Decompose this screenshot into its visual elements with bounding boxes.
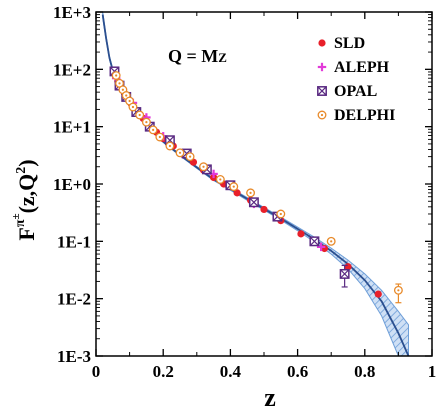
y-title-args: (z,Q xyxy=(14,174,39,214)
y-tick-label: 1E+0 xyxy=(53,175,91,194)
dot xyxy=(188,155,192,158)
data-points-layer xyxy=(109,66,403,304)
x-tick-label: 0.6 xyxy=(287,362,308,381)
legend-marker xyxy=(318,39,326,47)
data-point xyxy=(165,141,175,151)
data-point xyxy=(246,188,256,198)
legend-marker xyxy=(317,86,327,96)
data-point xyxy=(233,189,241,197)
y-axis-title: Fπ±(z,Q2) xyxy=(10,159,39,240)
dot xyxy=(158,135,161,139)
data-point xyxy=(316,242,326,252)
data-point xyxy=(374,290,382,298)
y-title-args-end: ) xyxy=(14,159,39,166)
x-axis-title: z xyxy=(264,383,276,412)
tick-labels-layer: 0 0.2 0.4 0.6 0.8 1 1E+3 1E+2 1E+1 1E+0 1E-1 1E-2 1E… xyxy=(53,3,436,381)
x-tick-label: 1 xyxy=(428,362,437,381)
x2 xyxy=(249,197,259,207)
legend-label: DELPHI xyxy=(334,107,395,124)
dot xyxy=(219,178,222,181)
legend-item-opal: OPAL xyxy=(317,83,377,100)
dot xyxy=(397,289,400,292)
dot xyxy=(121,88,124,91)
y-tick-label: 1E-3 xyxy=(57,347,91,366)
data-point xyxy=(175,148,185,158)
dot xyxy=(128,99,131,103)
x-tick-label: 0 xyxy=(92,362,101,381)
y-title-supsup: ± xyxy=(10,213,22,219)
data-point xyxy=(297,230,305,238)
y-tick-label: 1E-1 xyxy=(57,232,91,251)
dot xyxy=(131,105,135,109)
dot xyxy=(115,74,118,77)
y-title-sup: π xyxy=(13,219,28,227)
x-tick-label: 0.2 xyxy=(153,362,174,381)
series-opal xyxy=(109,66,350,288)
series-delphi xyxy=(111,71,403,304)
dot xyxy=(232,185,235,188)
data-point xyxy=(215,175,225,184)
x2 xyxy=(182,148,192,159)
data-point xyxy=(185,152,195,162)
data-point xyxy=(393,285,403,295)
legend-label: ALEPH xyxy=(334,59,390,76)
data-point xyxy=(128,102,138,112)
x-tick-label: 0.8 xyxy=(354,362,375,381)
y-tick-label: 1E+2 xyxy=(53,60,91,79)
x2 xyxy=(145,122,155,132)
data-point xyxy=(148,125,158,135)
legend-item-delphi: DELPHI xyxy=(317,107,395,124)
data-point xyxy=(326,236,336,246)
data-point xyxy=(248,197,259,208)
dot xyxy=(125,94,128,97)
dot xyxy=(202,165,205,168)
y-tick-label: 1E+3 xyxy=(53,3,91,22)
x2 xyxy=(317,86,327,96)
dot xyxy=(145,121,148,124)
data-point xyxy=(276,209,286,219)
legend: SLD ALEPH OPAL DELPHI xyxy=(317,35,395,124)
data-point xyxy=(339,268,350,279)
x2 xyxy=(309,236,320,246)
dot xyxy=(279,212,282,216)
data-point xyxy=(141,117,151,127)
dot xyxy=(168,144,172,148)
legend-label: OPAL xyxy=(334,83,377,100)
legend-label: SLD xyxy=(334,35,365,52)
y-tick-label: 1E-2 xyxy=(57,290,91,309)
dot xyxy=(118,82,121,85)
y-title-base: F xyxy=(14,227,39,240)
legend-marker xyxy=(317,62,327,72)
legend-marker xyxy=(317,110,327,120)
data-point xyxy=(135,110,145,120)
y-title-args-sup: 2 xyxy=(14,167,29,174)
x2 xyxy=(340,269,350,279)
dot xyxy=(330,240,333,243)
y-tick-label: 1E+1 xyxy=(53,118,91,137)
data-point xyxy=(199,162,208,172)
dot xyxy=(249,191,252,194)
dot xyxy=(138,113,141,117)
dot xyxy=(320,113,324,117)
data-point xyxy=(260,205,268,214)
x2 xyxy=(131,107,141,117)
x-tick-label: 0.4 xyxy=(220,362,242,381)
dot xyxy=(152,128,155,131)
data-point xyxy=(111,71,121,80)
data-point xyxy=(155,132,165,142)
annotation-sub: Z xyxy=(218,50,227,65)
data-point xyxy=(309,236,320,247)
annotation-main: Q = M xyxy=(168,46,218,66)
data-point xyxy=(229,182,239,192)
axis-ticks-layer xyxy=(95,11,433,357)
legend-item-aleph: ALEPH xyxy=(317,59,390,76)
dot xyxy=(178,151,182,154)
legend-item-sld: SLD xyxy=(318,35,365,52)
annotation-q-mz: Q = MZ xyxy=(168,46,227,66)
